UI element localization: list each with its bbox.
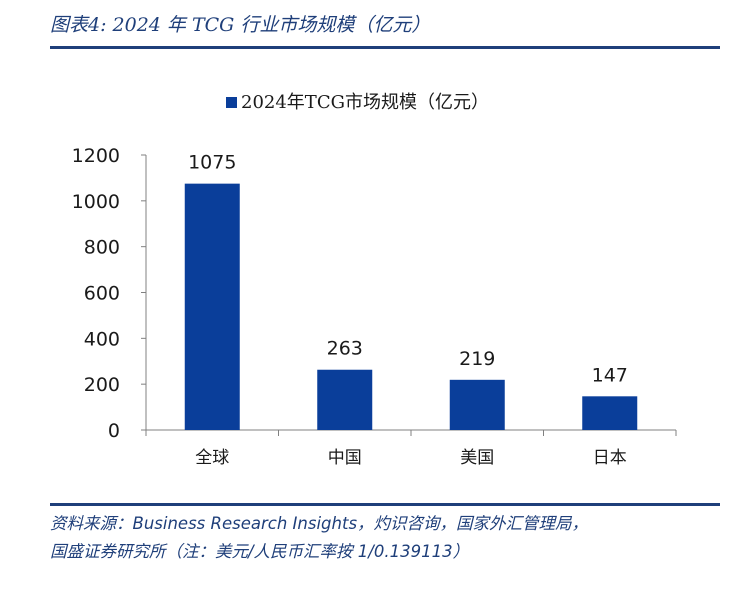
data-label: 147: [592, 364, 628, 386]
y-tick-label: 600: [84, 283, 120, 305]
data-label: 1075: [188, 152, 236, 174]
bottom-divider: [50, 503, 720, 506]
x-tick-label: 全球: [195, 448, 229, 468]
y-tick-label: 200: [84, 374, 120, 396]
y-tick-label: 0: [108, 420, 120, 442]
bar-2: [317, 369, 373, 430]
y-tick-label: 1200: [72, 145, 120, 167]
source-note: 资料来源：Business Research Insights，灼识咨询，国家外…: [50, 510, 730, 566]
bar-series: [184, 183, 638, 430]
legend-label: 2024年TCG市场规模（亿元）: [241, 92, 489, 113]
source-line-1: 资料来源：Business Research Insights，灼识咨询，国家外…: [50, 514, 589, 533]
chart-legend: 2024年TCG市场规模（亿元）: [226, 92, 489, 113]
bar-1: [184, 183, 240, 430]
figure-title: 图表4: 2024 年 TCG 行业市场规模（亿元）: [50, 14, 431, 36]
y-axis: 0 200 400 600 800 1000 1200: [72, 145, 147, 442]
y-tick-label: 400: [84, 328, 120, 350]
bar-4: [582, 396, 638, 430]
x-tick-label: 美国: [460, 448, 494, 468]
x-tick-label: 日本: [593, 448, 627, 468]
y-tick-label: 1000: [72, 191, 120, 213]
data-label: 263: [327, 338, 363, 360]
y-tick-label: 800: [84, 237, 120, 259]
source-line-2: 国盛证券研究所（注：美元/人民币汇率按 1/0.139113）: [50, 542, 470, 561]
data-labels: 1075 263 219 147: [188, 152, 628, 387]
legend-swatch: [226, 97, 237, 108]
x-tick-label: 中国: [328, 448, 362, 468]
bar-3: [449, 379, 505, 430]
x-axis: 全球 中国 美国 日本: [145, 429, 677, 468]
top-divider: [50, 46, 720, 49]
data-label: 219: [459, 348, 495, 370]
